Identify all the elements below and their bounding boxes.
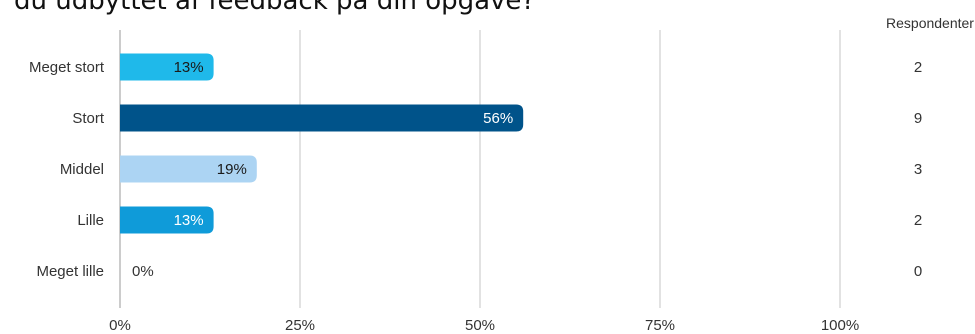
respondent-count: 3 — [914, 161, 922, 178]
x-tick-label: 0% — [109, 317, 131, 334]
data-label: 56% — [483, 110, 513, 127]
data-label: 19% — [217, 161, 247, 178]
data-label: 0% — [132, 263, 154, 280]
data-label: 13% — [174, 212, 204, 229]
category-label: Meget stort — [29, 59, 105, 76]
category-label: Lille — [77, 212, 104, 229]
x-tick-label: 100% — [821, 317, 859, 334]
x-tick-label: 25% — [285, 317, 315, 334]
category-label: Middel — [60, 161, 104, 178]
chart-title: du udbyttet af feedback på din opgave? — [14, 0, 536, 16]
bar-stort — [120, 104, 524, 132]
category-label: Meget lille — [36, 263, 104, 280]
category-labels: Meget stort Stort Middel Lille Meget lille — [29, 59, 105, 280]
respondent-count: 2 — [914, 59, 922, 76]
respondent-count: 2 — [914, 212, 922, 229]
data-label: 13% — [174, 59, 204, 76]
x-tick-labels: 0% 25% 50% 75% 100% — [109, 317, 859, 334]
bar-middel — [120, 155, 257, 183]
x-tick-label: 50% — [465, 317, 495, 334]
respondents-header: Respondenter — [886, 15, 974, 31]
respondent-count: 9 — [914, 110, 922, 127]
respondent-counts: 2 9 3 2 0 — [914, 59, 922, 280]
x-tick-label: 75% — [645, 317, 675, 334]
category-label: Stort — [72, 110, 105, 127]
bar-lille — [120, 206, 214, 234]
respondent-count: 0 — [914, 263, 922, 280]
bar-meget-stort — [120, 53, 214, 81]
bars: 13% 56% 19% 13% 0% — [120, 53, 524, 280]
